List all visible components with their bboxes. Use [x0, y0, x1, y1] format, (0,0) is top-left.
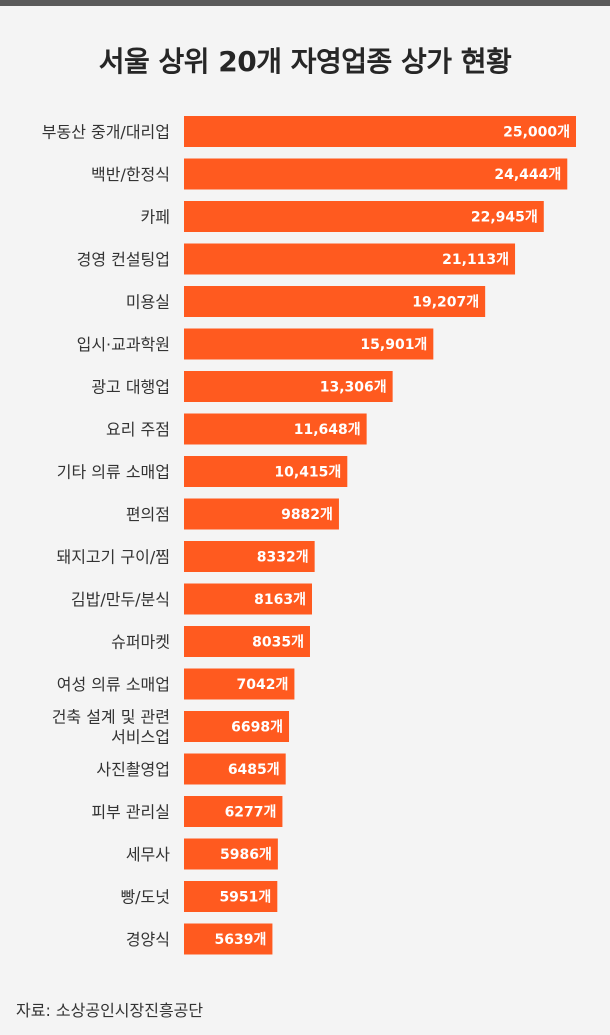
category-label-18: 세무사 — [126, 845, 170, 864]
value-label-8: 11,648개 — [294, 422, 361, 438]
bar-chart: 25,000개 부동산 중개/대리업 24,444개 백반/한정식 22,945개 카페 2… — [42, 116, 576, 955]
bar-15 — [184, 711, 290, 742]
value-label-5: 19,207개 — [412, 295, 479, 311]
category-label-8: 요리 주점 — [106, 420, 170, 439]
value-label-18: 5986개 — [220, 847, 272, 863]
bar-10 — [184, 498, 339, 530]
bar-11 — [184, 541, 315, 572]
category-label-14: 여성 의류 소매업 — [57, 675, 170, 694]
value-label-20: 5639개 — [215, 932, 267, 948]
bar-5 — [184, 286, 486, 317]
value-label-16: 6485개 — [228, 762, 280, 778]
category-label-19: 빵/도넛 — [120, 888, 170, 907]
category-label-3: 카페 — [141, 208, 170, 227]
bar-2 — [184, 158, 568, 190]
value-label-7: 13,306개 — [320, 380, 387, 396]
bar-8 — [184, 413, 367, 445]
bar-14 — [184, 668, 295, 700]
bar-20 — [184, 923, 273, 955]
category-label-9: 기타 의류 소매업 — [57, 463, 170, 482]
value-label-6: 15,901개 — [360, 337, 427, 353]
category-label-7: 광고 대행업 — [91, 378, 170, 397]
value-label-4: 21,113개 — [442, 252, 509, 268]
value-label-14: 7042개 — [237, 677, 289, 693]
value-label-11: 8332개 — [257, 550, 309, 566]
category-label-16: 사진촬영업 — [96, 760, 170, 779]
bar-16 — [184, 753, 286, 785]
category-label-6: 입시·교과학원 — [77, 335, 170, 354]
bar-17 — [184, 796, 283, 827]
bar-1 — [184, 116, 576, 147]
category-label-20: 경양식 — [126, 930, 170, 949]
source-note: 자료: 소상공인시장진흥공단 — [16, 1001, 204, 1020]
category-label-4: 경영 컨설팅업 — [77, 250, 170, 269]
value-label-17: 6277개 — [225, 805, 277, 821]
chart-title: 서울 상위 20개 자영업종 상가 현황 — [98, 45, 512, 78]
value-label-9: 10,415개 — [274, 465, 341, 481]
category-label-10: 편의점 — [126, 505, 170, 524]
bar-12 — [184, 583, 312, 615]
bar-6 — [184, 328, 434, 360]
bar-13 — [184, 626, 310, 657]
value-label-19: 5951개 — [219, 890, 271, 906]
category-label-17: 피부 관리실 — [91, 803, 170, 822]
bar-7 — [184, 371, 393, 402]
top-bar — [0, 0, 610, 6]
bar-3 — [184, 201, 544, 232]
bar-19 — [184, 881, 278, 912]
value-label-2: 24,444개 — [494, 167, 561, 183]
value-label-15: 6698개 — [231, 720, 283, 736]
category-label-11: 돼지고기 구이/찜 — [56, 548, 170, 567]
value-label-13: 8035개 — [252, 635, 304, 651]
category-label-5: 미용실 — [126, 293, 170, 312]
category-label-2: 백반/한정식 — [91, 165, 170, 184]
value-label-3: 22,945개 — [471, 210, 538, 226]
category-label-13: 슈퍼마켓 — [111, 633, 170, 652]
value-label-1: 25,000개 — [503, 125, 570, 141]
bar-4 — [184, 243, 516, 275]
bar-18 — [184, 838, 278, 870]
category-label-1: 부동산 중개/대리업 — [42, 123, 170, 142]
bar-9 — [184, 456, 348, 487]
category-label-15: 건축 설계 및 관련 서비스업 — [52, 708, 170, 747]
category-label-12: 김밥/만두/분식 — [71, 590, 170, 609]
value-label-12: 8163개 — [254, 592, 306, 608]
value-label-10: 9882개 — [281, 507, 333, 523]
